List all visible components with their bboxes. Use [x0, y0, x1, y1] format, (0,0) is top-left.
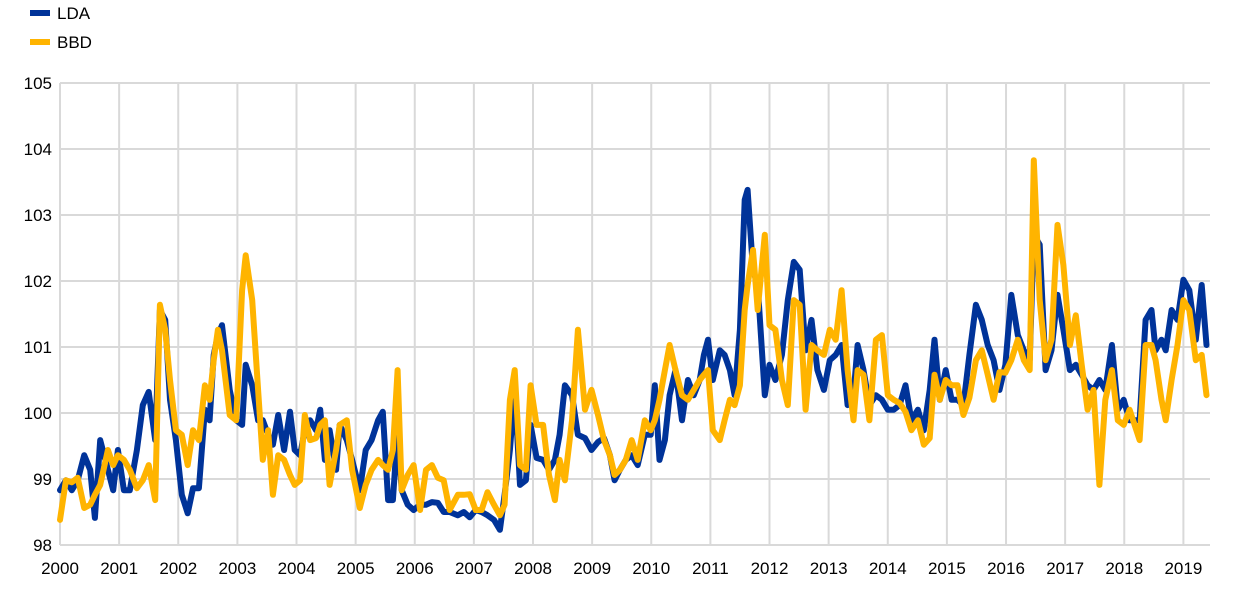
x-tick-label: 2006 [396, 559, 434, 578]
x-tick-label: 2017 [1046, 559, 1084, 578]
x-tick-label: 2019 [1164, 559, 1202, 578]
y-tick-label: 105 [24, 74, 52, 93]
x-tick-label: 2014 [869, 559, 907, 578]
grid [59, 82, 1210, 546]
series-lines [57, 157, 1210, 533]
x-tick-label: 2003 [218, 559, 256, 578]
y-tick-label: 101 [24, 338, 52, 357]
x-tick-label: 2004 [278, 559, 316, 578]
y-tick-label: 100 [24, 404, 52, 423]
legend-label-lda: LDA [57, 4, 91, 23]
x-tick-label: 2000 [41, 559, 79, 578]
y-tick-label: 99 [33, 470, 52, 489]
x-tick-label: 2015 [928, 559, 966, 578]
y-tick-label: 98 [33, 536, 52, 555]
legend-item-lda: LDA [30, 4, 91, 23]
x-tick-label: 2013 [810, 559, 848, 578]
y-tick-label: 104 [24, 140, 52, 159]
x-tick-label: 2009 [573, 559, 611, 578]
x-tick-label: 2010 [632, 559, 670, 578]
x-tick-label: 2011 [692, 559, 729, 578]
legend-label-bbd: BBD [57, 33, 92, 52]
series-line-bbd [57, 157, 1210, 523]
x-tick-label: 2018 [1105, 559, 1143, 578]
legend-item-bbd: BBD [30, 33, 92, 52]
x-tick-label: 2002 [159, 559, 197, 578]
y-axis: 98 99 100 101 102 103 104 105 [24, 74, 52, 555]
x-tick-label: 2016 [987, 559, 1025, 578]
legend: LDA BBD [30, 4, 92, 52]
x-tick-label: 2005 [337, 559, 375, 578]
x-tick-label: 2001 [100, 559, 138, 578]
x-tick-label: 2012 [751, 559, 789, 578]
x-axis: 2000 2001 2002 2003 2004 2005 2006 2007 2008 2009… [41, 559, 1202, 578]
y-tick-label: 103 [24, 206, 52, 225]
x-tick-label: 2008 [514, 559, 552, 578]
y-tick-label: 102 [24, 272, 52, 291]
x-tick-label: 2007 [455, 559, 493, 578]
